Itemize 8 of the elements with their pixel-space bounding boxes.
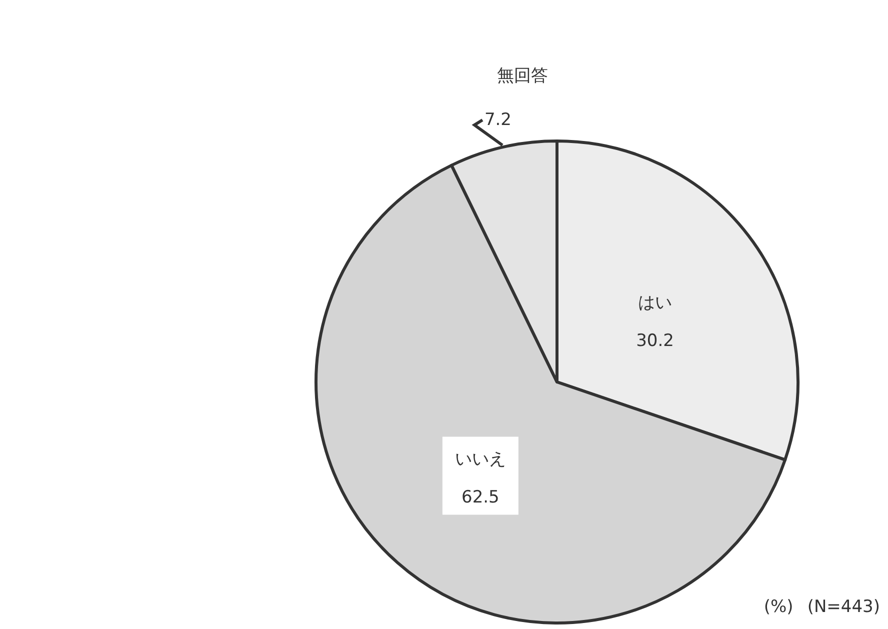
slice-label: はい xyxy=(638,292,672,313)
text: (N=443) xyxy=(807,597,880,617)
text: (%) xyxy=(764,597,794,617)
slice-label: いいえ xyxy=(454,450,506,470)
data-label: 7.2 xyxy=(484,110,512,130)
data-label: 62.5 xyxy=(462,488,500,508)
slice-label: 無回答 xyxy=(496,66,548,86)
data-label: 30.2 xyxy=(636,330,674,351)
